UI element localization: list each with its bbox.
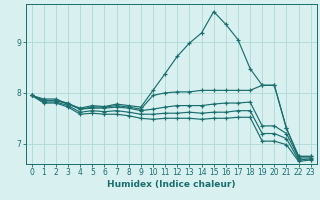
- X-axis label: Humidex (Indice chaleur): Humidex (Indice chaleur): [107, 180, 236, 189]
